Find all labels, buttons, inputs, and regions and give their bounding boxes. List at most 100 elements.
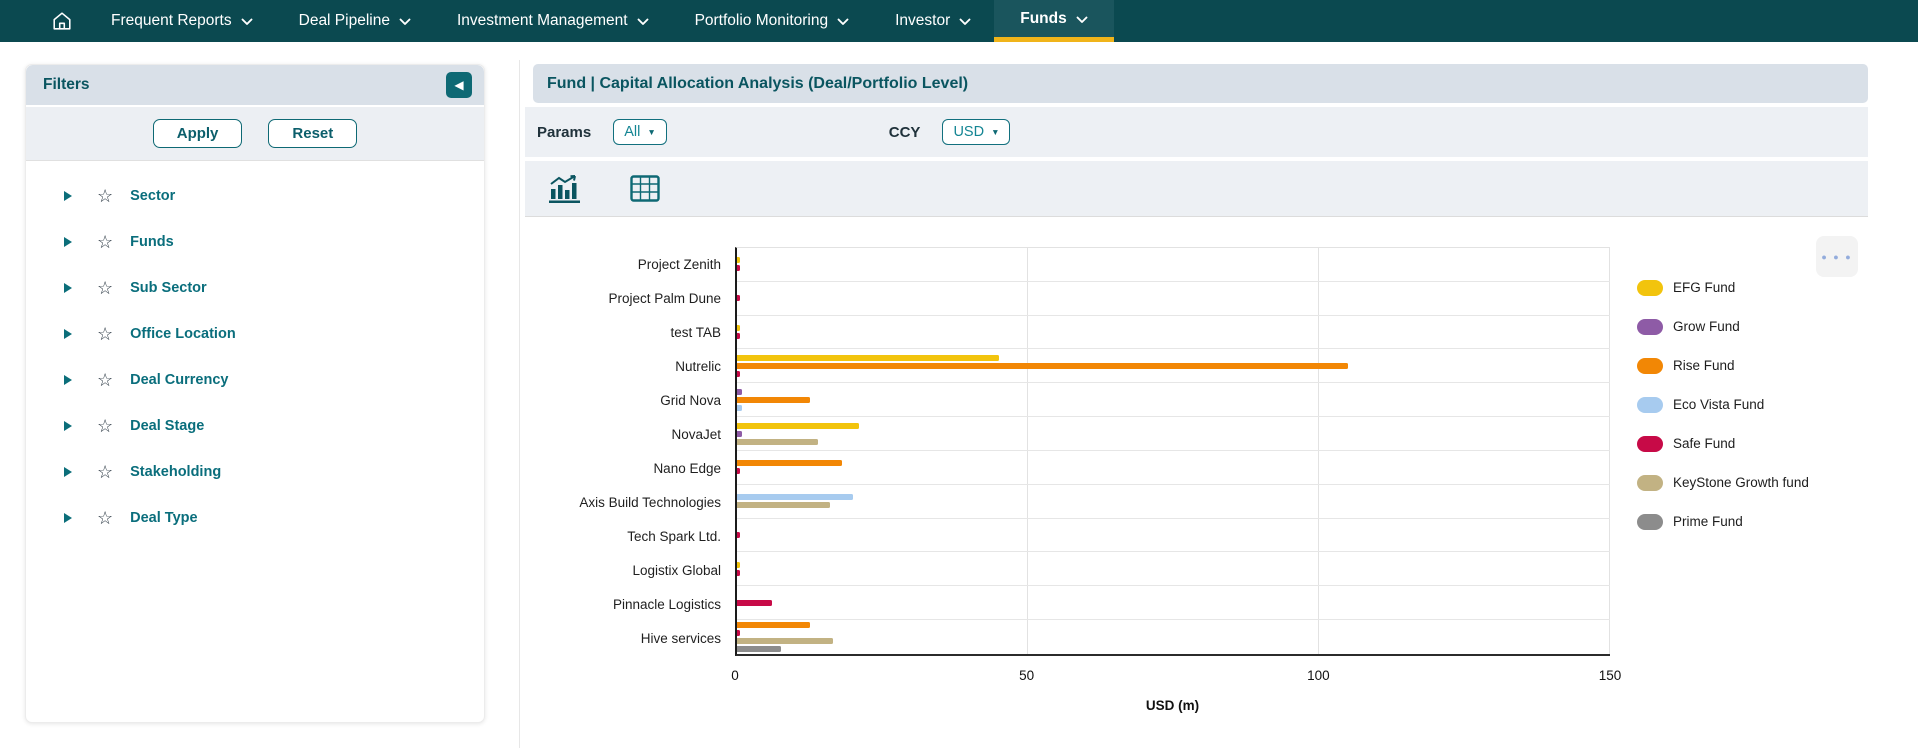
bar-safe-fund[interactable] (737, 468, 740, 475)
bar-rise-fund[interactable] (737, 460, 842, 467)
bar-efg-fund[interactable] (737, 422, 860, 429)
bar-grow-fund[interactable] (737, 430, 742, 437)
bar-eco-vista-fund[interactable] (737, 494, 854, 501)
bar-efg-fund[interactable] (737, 325, 740, 332)
nav-item-investor[interactable]: Investor (872, 0, 994, 42)
params-dropdown[interactable]: All ▼ (613, 119, 667, 145)
nav-items: Frequent Reports Deal Pipeline Investment … (88, 0, 1114, 42)
bar-safe-fund[interactable] (737, 333, 740, 340)
nav-item-label: Portfolio Monitoring (694, 12, 829, 29)
expand-arrow-icon[interactable] (64, 283, 72, 293)
filter-item-stakeholding[interactable]: ☆ Stakeholding (26, 449, 484, 495)
nav-item-portfolio-monitoring[interactable]: Portfolio Monitoring (672, 0, 873, 42)
bar-safe-fund[interactable] (737, 265, 740, 272)
y-axis-label: Nano Edge (653, 461, 721, 477)
expand-arrow-icon[interactable] (64, 375, 72, 385)
legend-item-keystone-growth-fund[interactable]: KeyStone Growth fund (1637, 463, 1809, 502)
y-axis-label: Hive services (640, 631, 721, 647)
chart-row-novajet (737, 417, 1610, 451)
legend-item-efg-fund[interactable]: EFG Fund (1637, 268, 1809, 307)
legend-label: EFG Fund (1673, 280, 1736, 295)
expand-arrow-icon[interactable] (64, 237, 72, 247)
bar-grow-fund[interactable] (737, 388, 742, 395)
favorite-star-icon[interactable]: ☆ (97, 278, 114, 298)
bar-keystone-growth-fund[interactable] (737, 502, 831, 509)
nav-item-label: Funds (1020, 9, 1067, 27)
legend-label: Safe Fund (1673, 436, 1736, 451)
filter-item-sector[interactable]: ☆ Sector (26, 173, 484, 219)
chart-menu-button[interactable]: ● ● ● (1816, 236, 1858, 277)
nav-item-frequent-reports[interactable]: Frequent Reports (88, 0, 276, 42)
legend-item-safe-fund[interactable]: Safe Fund (1637, 424, 1809, 463)
legend-item-rise-fund[interactable]: Rise Fund (1637, 346, 1809, 385)
favorite-star-icon[interactable]: ☆ (97, 324, 114, 344)
bar-prime-fund[interactable] (737, 646, 781, 653)
chevron-down-icon (1076, 16, 1088, 23)
chart-view-button[interactable] (543, 171, 587, 207)
expand-arrow-icon[interactable] (64, 513, 72, 523)
apply-button[interactable]: Apply (152, 119, 243, 148)
ccy-value: USD (953, 124, 985, 140)
expand-arrow-icon[interactable] (64, 467, 72, 477)
home-button[interactable] (36, 0, 88, 42)
nav-item-investment-management[interactable]: Investment Management (434, 0, 672, 42)
expand-arrow-icon[interactable] (64, 329, 72, 339)
nav-item-funds[interactable]: Funds (994, 0, 1114, 42)
expand-arrow-icon[interactable] (64, 421, 72, 431)
bar-rise-fund[interactable] (737, 396, 810, 403)
legend-swatch-icon (1637, 474, 1663, 491)
filter-item-label: Office Location (130, 326, 236, 342)
y-axis-label: Tech Spark Ltd. (627, 529, 721, 545)
legend-item-prime-fund[interactable]: Prime Fund (1637, 502, 1809, 541)
bar-rise-fund[interactable] (737, 362, 1349, 369)
chart-row-hive-services (737, 620, 1610, 654)
gridline-100 (1317, 248, 1319, 654)
favorite-star-icon[interactable]: ☆ (97, 232, 114, 252)
table-view-button[interactable] (623, 171, 667, 207)
chart-row-project-zenith (737, 248, 1610, 282)
favorite-star-icon[interactable]: ☆ (97, 508, 114, 528)
y-axis-label: Pinnacle Logistics (612, 597, 721, 613)
bar-keystone-growth-fund[interactable] (737, 638, 834, 645)
bar-safe-fund[interactable] (737, 370, 740, 377)
favorite-star-icon[interactable]: ☆ (97, 186, 114, 206)
chart-row-project-palm-dune (737, 282, 1610, 316)
chart-x-ticks: 0 50 100 150 (731, 668, 1621, 688)
reset-button[interactable]: Reset (268, 119, 358, 148)
favorite-star-icon[interactable]: ☆ (97, 370, 114, 390)
expand-arrow-icon[interactable] (64, 191, 72, 201)
filter-item-label: Funds (130, 234, 174, 250)
filter-item-office-location[interactable]: ☆ Office Location (26, 311, 484, 357)
favorite-star-icon[interactable]: ☆ (97, 462, 114, 482)
favorite-star-icon[interactable]: ☆ (97, 416, 114, 436)
bar-efg-fund[interactable] (737, 561, 740, 568)
chart-row-nano-edge (737, 451, 1610, 485)
ccy-dropdown[interactable]: USD ▼ (942, 119, 1011, 145)
bar-safe-fund[interactable] (737, 569, 740, 576)
bar-eco-vista-fund[interactable] (737, 404, 742, 411)
collapse-panel-button[interactable]: ◀ (446, 72, 472, 98)
filter-item-sub-sector[interactable]: ☆ Sub Sector (26, 265, 484, 311)
bar-rise-fund[interactable] (737, 622, 810, 629)
filter-item-deal-type[interactable]: ☆ Deal Type (26, 495, 484, 541)
bar-keystone-growth-fund[interactable] (737, 438, 819, 445)
bar-safe-fund[interactable] (737, 630, 740, 637)
bar-safe-fund[interactable] (737, 532, 740, 539)
filter-item-funds[interactable]: ☆ Funds (26, 219, 484, 265)
panel-divider (519, 60, 520, 748)
chevron-down-icon (241, 18, 253, 25)
filter-list: ☆ Sector ☆ Funds ☆ Sub Sector ☆ Office Location… (26, 161, 484, 541)
bar-safe-fund[interactable] (737, 599, 772, 606)
legend-item-eco-vista-fund[interactable]: Eco Vista Fund (1637, 385, 1809, 424)
nav-item-label: Deal Pipeline (298, 12, 390, 29)
caret-down-icon: ▼ (647, 127, 656, 137)
bar-safe-fund[interactable] (737, 295, 740, 302)
legend-item-grow-fund[interactable]: Grow Fund (1637, 307, 1809, 346)
nav-item-deal-pipeline[interactable]: Deal Pipeline (276, 0, 434, 42)
filter-item-deal-stage[interactable]: ☆ Deal Stage (26, 403, 484, 449)
chart-legend: EFG Fund Grow Fund Rise Fund Eco Vista Fund… (1637, 268, 1809, 541)
chart-row-logistix-global (737, 552, 1610, 587)
filter-item-deal-currency[interactable]: ☆ Deal Currency (26, 357, 484, 403)
bar-efg-fund[interactable] (737, 257, 740, 264)
bar-efg-fund[interactable] (737, 354, 999, 361)
